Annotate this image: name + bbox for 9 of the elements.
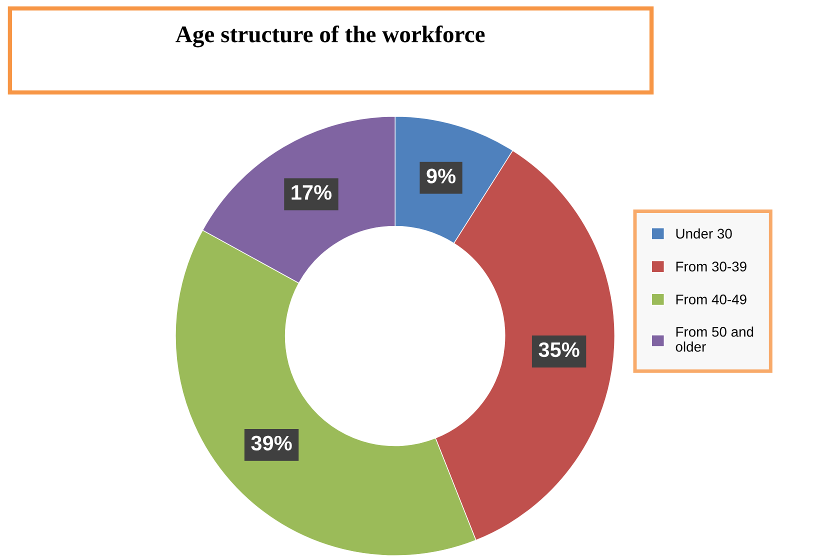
data-label: 9% (426, 168, 456, 184)
data-label: 35% (538, 342, 580, 358)
legend-label: From 30-39 (676, 262, 746, 272)
legend-label: From 50 and older (676, 326, 754, 352)
data-label: 17% (292, 185, 332, 200)
legend-label: From 40-49 (676, 294, 746, 304)
chart-title: Age structure of the workforce (176, 25, 485, 48)
data-label: 39% (251, 436, 292, 451)
legend-label: Under 30 (676, 228, 732, 239)
